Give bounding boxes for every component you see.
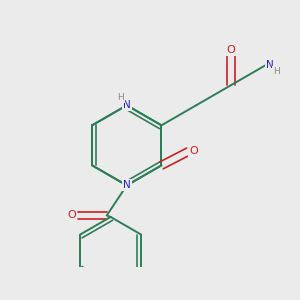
Text: H: H — [273, 67, 280, 76]
Text: O: O — [68, 210, 76, 220]
Text: O: O — [226, 45, 235, 55]
Text: N: N — [266, 60, 274, 70]
Text: H: H — [117, 93, 124, 102]
Text: O: O — [189, 146, 198, 157]
Text: N: N — [123, 100, 131, 110]
Text: N: N — [123, 180, 131, 190]
